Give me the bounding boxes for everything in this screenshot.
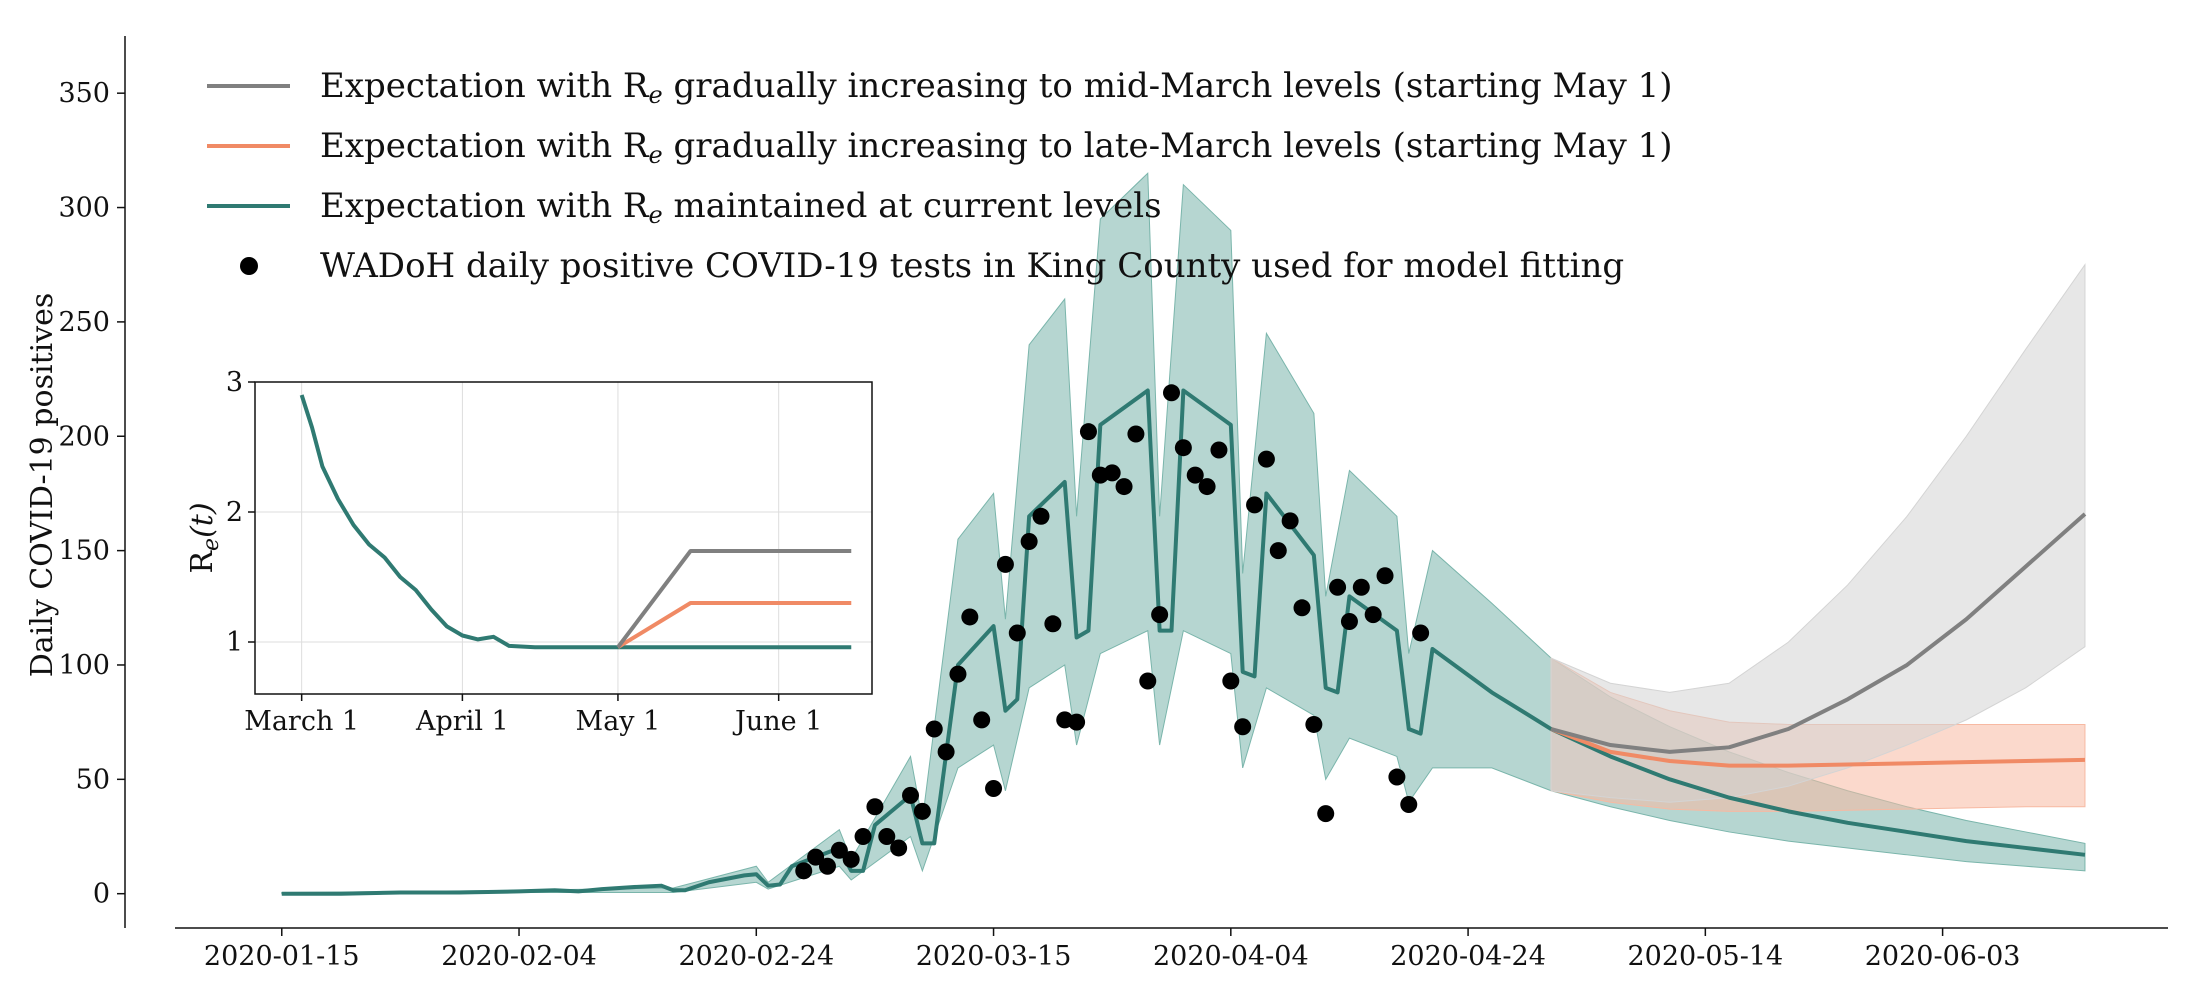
x-tick-label: 2020-02-04	[441, 941, 597, 972]
data-point	[1044, 615, 1062, 633]
data-point	[878, 828, 896, 846]
data-point	[913, 802, 931, 820]
data-point	[985, 779, 1003, 797]
series-line-0	[281, 388, 2086, 896]
y-tick-label: 50	[76, 764, 110, 795]
legend-label: Expectation with Re gradually increasing…	[320, 66, 1673, 109]
data-point	[1317, 805, 1335, 823]
data-point	[1079, 423, 1097, 441]
data-point	[795, 862, 813, 880]
data-point	[902, 786, 920, 804]
data-point	[1246, 496, 1264, 514]
x-tick-label: 2020-04-24	[1390, 941, 1546, 972]
y-tick-label: 150	[58, 536, 110, 567]
inset-x-tick-label: May 1	[576, 706, 661, 737]
y-tick-label: 250	[58, 307, 110, 338]
y-tick-label: 350	[58, 78, 110, 109]
main-axes: 0 50 100 150 200 250 300 350 2020-01-15 2020-02-0…	[58, 36, 2168, 972]
data-point	[961, 608, 979, 626]
data-point	[1008, 624, 1026, 642]
data-point	[949, 665, 967, 683]
data-point	[1151, 606, 1169, 624]
data-point	[1329, 578, 1347, 596]
data-point	[1198, 478, 1216, 496]
data-point	[1186, 466, 1204, 484]
data-point	[1269, 542, 1287, 560]
data-point	[818, 857, 836, 875]
data-point	[973, 711, 991, 729]
x-tick-label: 2020-02-24	[678, 941, 834, 972]
data-point	[925, 720, 943, 738]
x-tick-label: 2020-06-03	[1865, 941, 2021, 972]
y-tick-label: 300	[58, 193, 110, 224]
inset-y-axis-label: Re(t)	[185, 502, 224, 573]
data-point	[866, 798, 884, 816]
legend-label: WADoH daily positive COVID-19 tests in K…	[320, 246, 1624, 286]
data-point	[1115, 478, 1133, 496]
legend-label: Expectation with Re maintained at curren…	[320, 186, 1162, 229]
data-point	[1020, 532, 1038, 550]
inset-series-line-2	[616, 549, 852, 649]
data-point	[807, 848, 825, 866]
data-point	[1364, 606, 1382, 624]
data-point	[1305, 715, 1323, 733]
data-point	[996, 555, 1014, 573]
inset-series-line-1	[616, 601, 852, 649]
main-points	[795, 384, 1430, 880]
data-point	[1068, 713, 1086, 731]
x-tick-label: 2020-01-15	[204, 941, 360, 972]
inset-y-tick-label: 3	[226, 367, 243, 398]
inset-x-tick-label: June 1	[732, 706, 822, 737]
inset-chart: 1 2 3 March 1 April 1 May 1 June 1 Re(t)	[185, 367, 873, 737]
data-point	[1103, 464, 1121, 482]
data-point	[854, 828, 872, 846]
data-point	[1174, 439, 1192, 457]
confidence-band-2	[1550, 263, 2086, 803]
main-lines	[281, 388, 2087, 896]
data-point	[842, 850, 860, 868]
data-point	[1376, 567, 1394, 585]
data-point	[1234, 718, 1252, 736]
data-point	[1340, 613, 1358, 631]
data-point	[1210, 441, 1228, 459]
data-point	[1293, 599, 1311, 617]
data-point	[1163, 384, 1180, 402]
y-axis-label: Daily COVID-19 positives	[25, 293, 60, 678]
inset-x-tick-label: April 1	[415, 706, 509, 737]
y-tick-label: 100	[58, 650, 110, 681]
inset-frame	[254, 381, 873, 695]
series-line-1	[1550, 727, 2085, 768]
y-tick-label: 0	[93, 879, 110, 910]
x-tick-label: 2020-05-14	[1628, 941, 1784, 972]
data-point	[1032, 507, 1050, 525]
series-line-2	[1550, 512, 2087, 754]
x-tick-label: 2020-04-04	[1153, 941, 1309, 972]
data-point	[830, 841, 848, 859]
data-point	[1127, 425, 1145, 443]
data-point	[1400, 795, 1418, 813]
data-point	[1281, 512, 1299, 530]
main-bands	[281, 172, 2086, 895]
data-point	[1222, 672, 1240, 690]
inset-y-tick-label: 1	[226, 627, 243, 658]
data-point	[1257, 450, 1275, 468]
data-point	[1388, 768, 1406, 786]
data-point	[937, 743, 955, 761]
legend: Expectation with Re gradually increasing…	[207, 66, 1673, 286]
inset-y-tick-label: 2	[226, 497, 243, 528]
inset-x-tick-label: March 1	[244, 706, 359, 737]
data-point	[890, 839, 908, 857]
legend-label: Expectation with Re gradually increasing…	[320, 126, 1673, 169]
x-tick-label: 2020-03-15	[916, 941, 1072, 972]
data-point	[1139, 672, 1157, 690]
data-point	[1352, 578, 1370, 596]
legend-swatch	[240, 257, 258, 275]
y-tick-label: 200	[58, 421, 110, 452]
data-point	[1412, 624, 1430, 642]
inset-series-line-0	[299, 394, 852, 650]
